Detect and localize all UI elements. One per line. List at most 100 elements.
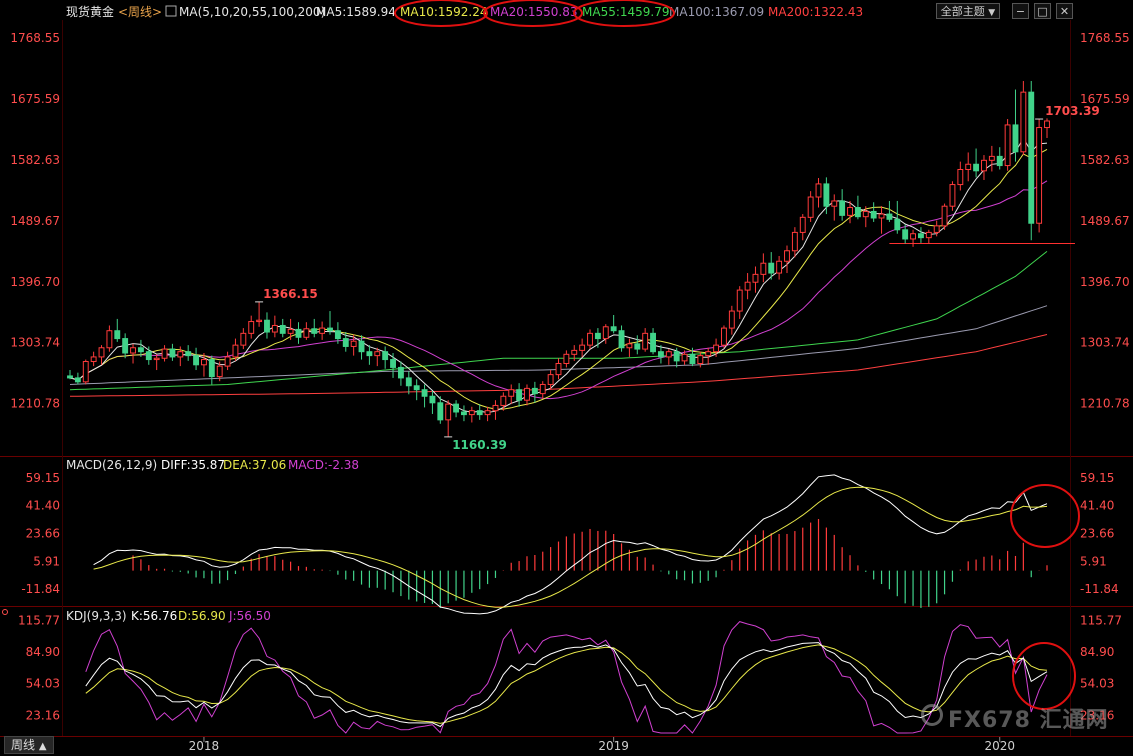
kdj-axis-right: 115.77 84.90 54.03 23.16: [1080, 613, 1122, 722]
price-tick-right-5: 1303.74: [1080, 336, 1130, 350]
candle-body: [973, 163, 980, 172]
candle: [216, 361, 223, 382]
candle: [807, 191, 814, 222]
candle: [996, 147, 1003, 170]
candle-body: [610, 326, 617, 332]
candle: [878, 206, 885, 234]
candle: [760, 253, 767, 283]
candle: [965, 152, 972, 182]
candle: [1036, 119, 1043, 233]
candle: [248, 315, 255, 339]
macd-tick-right-4: -11.84: [1080, 582, 1119, 596]
candle-body: [673, 351, 680, 362]
candle-body: [500, 395, 507, 406]
price-axis-left: 1768.55 1675.59 1582.63 1489.67 1396.70 1303.…: [10, 31, 60, 411]
candle: [634, 335, 641, 355]
candle-body: [256, 319, 263, 323]
price-tick-left-3: 1489.67: [10, 214, 60, 228]
candle: [784, 245, 790, 274]
ma200-label: MA200:1322.43: [768, 5, 863, 19]
macd-tick-left-4: -11.84: [21, 582, 60, 596]
candle: [941, 203, 948, 230]
candle-body: [311, 328, 318, 334]
candle: [484, 406, 491, 422]
candle-body: [82, 361, 89, 383]
price-tick-left-5: 1303.74: [10, 336, 60, 350]
candle-body: [807, 196, 814, 218]
candle: [650, 328, 656, 355]
maximize-icon[interactable]: □: [1034, 3, 1051, 19]
candle: [681, 350, 688, 365]
price-tick-left-2: 1582.63: [10, 153, 60, 167]
macd-value-label: MACD:-2.38: [288, 458, 359, 472]
x-tick-label-1: 2019: [598, 739, 629, 753]
theme-select-button[interactable]: 全部主题 ▼: [936, 3, 1000, 19]
candle: [847, 200, 853, 224]
candle: [791, 227, 798, 258]
candle: [153, 354, 160, 371]
period-tab-weekly[interactable]: 周线 ▲: [4, 736, 54, 754]
theme-select-label: 全部主题: [940, 5, 985, 18]
candle-body: [453, 403, 460, 413]
candle: [453, 400, 460, 418]
candle-body: [894, 218, 901, 231]
kdj-tick-right-1: 84.90: [1080, 645, 1114, 659]
candle: [736, 286, 743, 319]
candle: [137, 339, 144, 357]
candle-body: [665, 351, 672, 358]
pane-settings-icon[interactable]: [2, 609, 8, 615]
candle-body: [429, 395, 436, 404]
candle-body: [925, 231, 932, 239]
chart-toggle-icon[interactable]: [165, 5, 177, 17]
kdj-d-label: D:56.90: [178, 609, 226, 623]
candle: [854, 195, 861, 220]
candle-body: [776, 260, 783, 274]
kdj-d-line: [85, 644, 1048, 724]
candle: [193, 347, 200, 371]
close-icon[interactable]: ✕: [1056, 3, 1073, 19]
price-tick-left-0: 1768.55: [10, 31, 60, 45]
chevron-down-icon: ▼: [988, 8, 996, 18]
candle-body: [153, 357, 160, 361]
candle-body: [413, 385, 420, 391]
candle: [579, 338, 586, 357]
candle-body: [736, 289, 743, 312]
candle-body: [169, 348, 176, 358]
candle-body: [988, 155, 995, 161]
candle: [744, 273, 751, 300]
candle-body: [839, 200, 846, 216]
candle-body: [342, 338, 349, 347]
candle-body: [390, 359, 396, 368]
price-tick-left-4: 1396.70: [10, 275, 60, 289]
candle: [555, 358, 562, 380]
candle-body: [760, 262, 767, 275]
candle-body: [1036, 127, 1043, 224]
kdj-tick-left-1: 84.90: [26, 645, 60, 659]
candle: [271, 315, 278, 338]
candle: [185, 345, 192, 361]
candle: [642, 328, 649, 352]
candle: [768, 252, 775, 280]
candle: [224, 351, 231, 371]
candle: [405, 371, 412, 395]
candle-body: [366, 351, 373, 357]
kdj-tick-right-3: 23.16: [1080, 708, 1114, 722]
candle: [342, 332, 349, 352]
candle-body: [208, 359, 215, 378]
candle: [697, 351, 704, 368]
candle-body: [484, 410, 491, 416]
candle-body: [295, 328, 302, 338]
minimize-icon[interactable]: −: [1012, 3, 1029, 19]
kdj-tick-right-2: 54.03: [1080, 677, 1114, 691]
candle-body: [650, 332, 656, 353]
candle-body: [697, 355, 704, 364]
ma20-label: MA20:1550.83: [490, 5, 578, 19]
period-tag: <周线>: [118, 5, 162, 19]
candle: [910, 229, 916, 247]
kdj-k-label: K:56.76: [131, 609, 177, 623]
candle: [917, 227, 924, 243]
candle-body: [941, 205, 948, 227]
candle: [287, 318, 294, 340]
candle-body: [106, 330, 113, 349]
